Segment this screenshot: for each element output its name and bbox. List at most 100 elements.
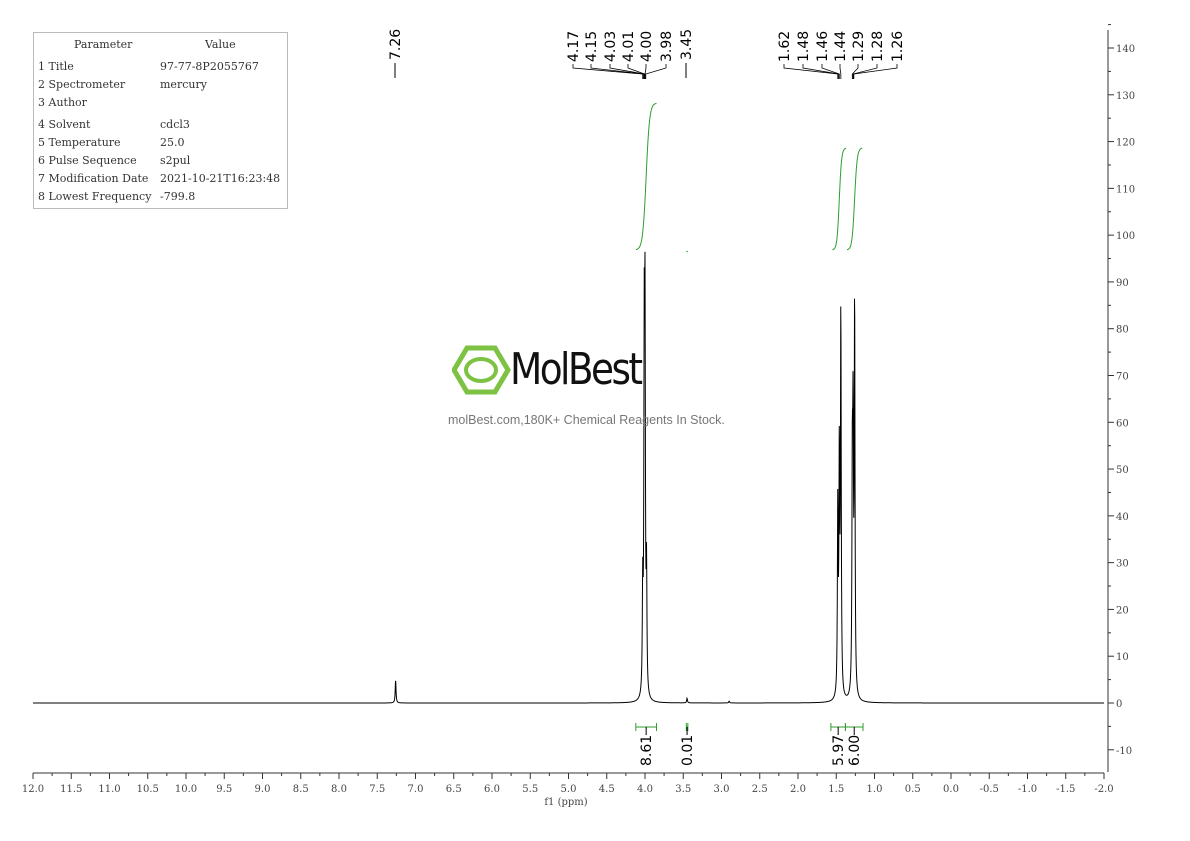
value-header: Value	[205, 38, 236, 51]
peak-label-connector	[839, 64, 842, 79]
parameter-table: Parameter Value 1 Title 97-77-8P2055767 2 …	[33, 32, 288, 209]
peak-label-connector	[644, 64, 647, 79]
peak-label-connector	[783, 64, 839, 79]
y-tick-label: 110	[1116, 184, 1135, 195]
y-tick-label: 140	[1116, 44, 1135, 55]
parameter-name: 4 Solvent	[38, 118, 91, 131]
x-tick-label: 4.5	[599, 784, 615, 795]
x-tick-label: 9.5	[216, 784, 232, 795]
y-tick-label: 80	[1116, 325, 1129, 336]
x-tick-label: 3.0	[714, 784, 730, 795]
x-tick-label: 8.0	[331, 784, 347, 795]
x-tick-label: 8.5	[293, 784, 309, 795]
y-tick-label: 20	[1116, 605, 1129, 616]
parameter-header: Parameter	[74, 38, 133, 51]
parameter-name: 6 Pulse Sequence	[38, 154, 137, 167]
peak-label: 4.15	[584, 31, 600, 62]
peak-label: 1.26	[890, 31, 906, 62]
integral-curve	[686, 250, 689, 253]
peak-label: 3.98	[659, 31, 675, 62]
x-tick-label: 9.0	[255, 784, 271, 795]
x-tick-label: 7.5	[369, 784, 385, 795]
integral-curve	[635, 102, 657, 251]
y-tick-label: 130	[1116, 91, 1135, 102]
y-tick-label: 0	[1116, 699, 1122, 710]
integral-value: 6.00	[847, 735, 863, 766]
x-axis-label: f1 (ppm)	[544, 797, 587, 808]
y-tick-label: 40	[1116, 512, 1129, 523]
peak-label: 1.44	[833, 31, 849, 62]
spectrum-line	[33, 251, 1104, 704]
parameter-name: 8 Lowest Frequency	[38, 190, 152, 203]
x-tick-label: 2.5	[752, 784, 768, 795]
parameter-value: 25.0	[160, 136, 185, 149]
peak-label: 4.01	[621, 31, 637, 62]
x-tick-label: 10.0	[175, 784, 197, 795]
peak-label: 4.17	[566, 31, 582, 62]
peak-label: 3.45	[679, 29, 695, 60]
peak-label: 1.29	[851, 31, 867, 62]
integral-curve	[846, 147, 863, 251]
peak-label-connector	[853, 64, 898, 79]
y-tick-label: 70	[1116, 372, 1129, 383]
parameter-value: 97-77-8P2055767	[160, 60, 259, 73]
x-tick-label: 6.0	[484, 784, 500, 795]
x-tick-label: 10.5	[137, 784, 159, 795]
x-tick-label: 4.0	[637, 784, 653, 795]
integral-value: 0.01	[680, 735, 696, 766]
x-tick-label: 7.0	[408, 784, 424, 795]
parameter-name: 5 Temperature	[38, 136, 121, 149]
x-tick-label: 11.5	[60, 784, 82, 795]
x-tick-label: 5.5	[522, 784, 538, 795]
peak-label: 4.03	[603, 31, 619, 62]
peak-label-connector	[851, 64, 859, 79]
y-tick-label: -10	[1116, 746, 1132, 757]
y-tick-label: 10	[1116, 652, 1129, 663]
parameter-name: 7 Modification Date	[38, 172, 149, 185]
peak-label-connector	[590, 64, 644, 79]
x-tick-label: -2.0	[1094, 784, 1113, 795]
x-tick-label: -1.0	[1018, 784, 1037, 795]
x-tick-label: -1.5	[1056, 784, 1075, 795]
peak-label: 4.00	[639, 31, 655, 62]
peak-label-connector	[821, 64, 840, 79]
peak-label: 1.62	[777, 31, 793, 62]
peak-label: 1.46	[815, 31, 831, 62]
x-tick-label: 12.0	[22, 784, 44, 795]
y-tick-label: 90	[1116, 278, 1129, 289]
x-tick-label: 1.5	[828, 784, 844, 795]
molbest-logo-icon	[452, 345, 511, 395]
peak-label-connector	[572, 64, 644, 79]
x-tick-label: 11.0	[98, 784, 120, 795]
y-tick-label: 50	[1116, 465, 1129, 476]
peak-label: 1.28	[870, 31, 886, 62]
parameter-name: 3 Author	[38, 96, 87, 109]
x-tick-label: 1.0	[867, 784, 883, 795]
parameter-value: mercury	[160, 78, 207, 91]
x-tick-label: 0.0	[943, 784, 959, 795]
parameter-name: 1 Title	[38, 60, 74, 73]
x-tick-label: 0.5	[905, 784, 921, 795]
peak-label-connector	[852, 64, 878, 79]
y-tick-label: 30	[1116, 559, 1129, 570]
peak-label: 1.48	[796, 31, 812, 62]
parameter-value: cdcl3	[160, 118, 190, 131]
parameter-value: s2pul	[160, 154, 191, 167]
integral-value: 8.61	[639, 735, 655, 766]
watermark-tagline: molBest.com,180K+ Chemical Reagents In S…	[448, 413, 725, 427]
parameter-value: 2021-10-21T16:23:48	[160, 172, 281, 185]
watermark-brand: MolBest	[510, 344, 643, 395]
x-tick-label: 5.0	[561, 784, 577, 795]
y-tick-label: 100	[1116, 231, 1135, 242]
y-tick-label: 120	[1116, 138, 1135, 149]
x-tick-label: 2.0	[790, 784, 806, 795]
peak-label: 7.26	[388, 29, 404, 60]
integral-value: 5.97	[831, 735, 847, 766]
x-tick-label: 3.5	[675, 784, 691, 795]
peak-label-connector	[802, 64, 839, 79]
integral-curve	[832, 147, 847, 251]
y-tick-label: 60	[1116, 418, 1129, 429]
parameter-name: 2 Spectrometer	[38, 78, 126, 91]
